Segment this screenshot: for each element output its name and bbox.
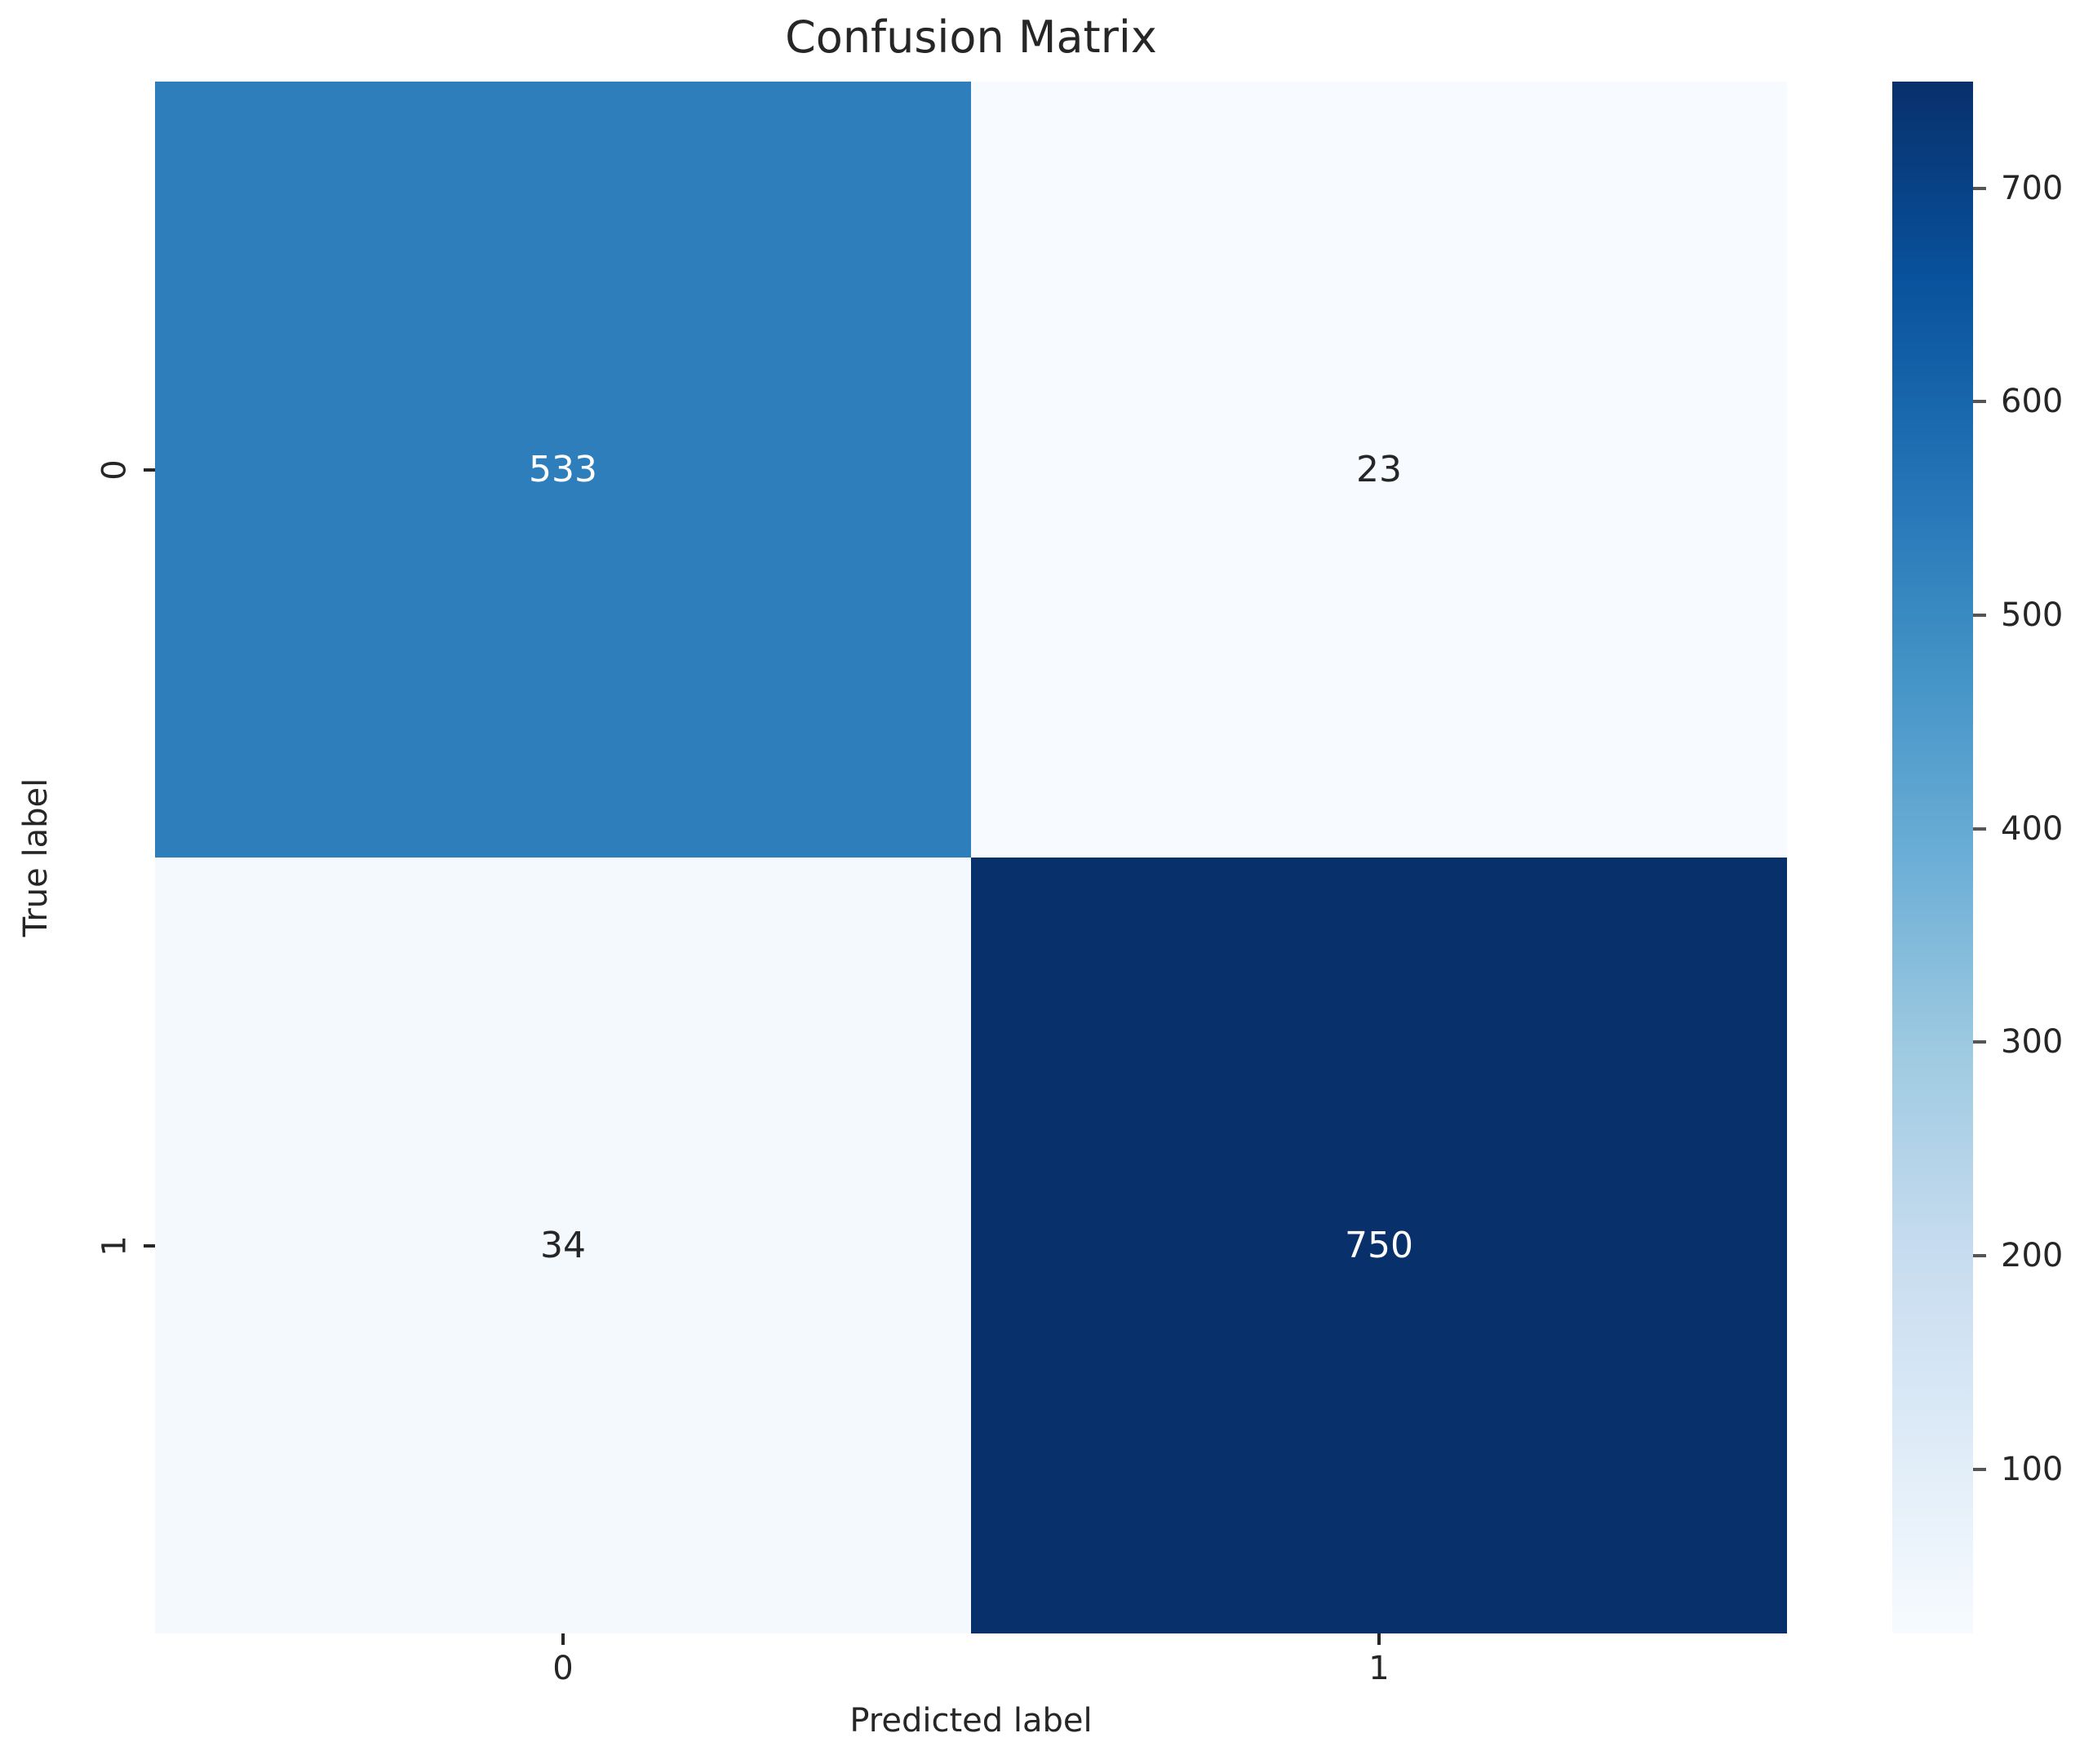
x-tick-mark (1377, 1633, 1381, 1645)
y-tick-mark (144, 468, 155, 472)
heatmap-cell-value: 750 (1345, 1225, 1413, 1266)
heatmap-cell: 750 (971, 858, 1787, 1633)
colorbar-tick-label: 600 (2001, 383, 2064, 421)
colorbar-tick-mark (1973, 400, 1986, 404)
x-tick-label: 1 (1368, 1650, 1390, 1687)
colorbar-tick-mark (1973, 1253, 1986, 1257)
heatmap-cell-value: 23 (1356, 449, 1402, 490)
colorbar: 100 200 300 400 500 600 700 (1892, 82, 2063, 1633)
heatmap-cell: 533 (155, 82, 971, 858)
colorbar-tick-mark (1973, 1040, 1986, 1044)
colorbar-tick-mark (1973, 186, 1986, 190)
y-axis-label-text: True label (17, 778, 55, 937)
chart-title: Confusion Matrix (785, 11, 1157, 63)
heatmap-plot-area: 533 23 34 750 (155, 82, 1787, 1633)
y-axis-label: True label (11, 82, 60, 1633)
colorbar-tick-label: 200 (2001, 1236, 2064, 1274)
colorbar-tick-mark (1973, 614, 1986, 618)
colorbar-tick-label: 300 (2001, 1023, 2064, 1062)
x-axis-label: Predicted label (849, 1702, 1093, 1740)
heatmap-cell: 23 (971, 82, 1787, 858)
x-tick-label: 0 (552, 1650, 574, 1687)
y-tick-mark (144, 1243, 155, 1248)
y-tick-label: 0 (95, 459, 134, 481)
y-tick-label: 1 (95, 1234, 134, 1257)
colorbar-tick-label: 100 (2001, 1450, 2064, 1488)
colorbar-tick-mark (1973, 827, 1986, 831)
colorbar-tick-label: 500 (2001, 596, 2064, 635)
heatmap-cell: 34 (155, 858, 971, 1633)
colorbar-tick-label: 400 (2001, 809, 2064, 848)
colorbar-tick-label: 700 (2001, 169, 2064, 207)
x-tick-mark (561, 1633, 565, 1645)
colorbar-tick-mark (1973, 1467, 1986, 1471)
heatmap: 533 23 34 750 (155, 82, 1787, 1633)
heatmap-cell-value: 34 (540, 1225, 586, 1266)
heatmap-cell-value: 533 (529, 449, 597, 490)
colorbar-gradient (1892, 82, 1973, 1633)
